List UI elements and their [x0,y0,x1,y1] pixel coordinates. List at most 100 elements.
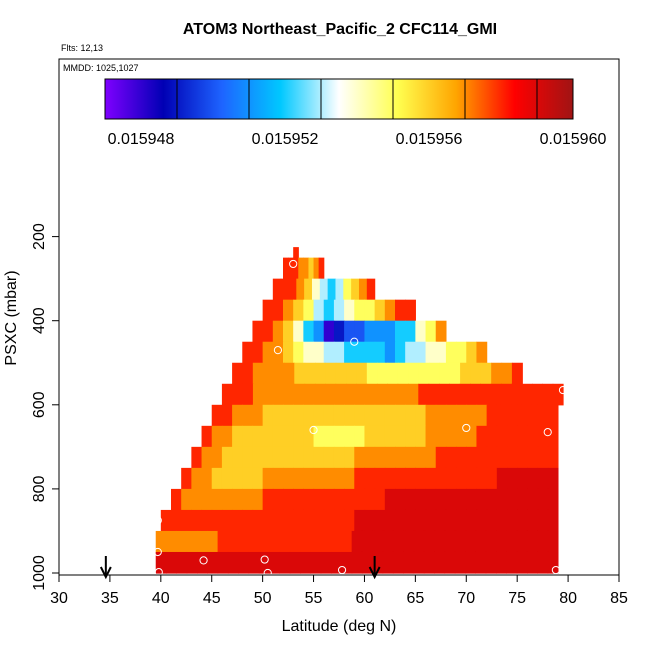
heatmap-cell [313,467,325,490]
heatmap-cell [341,551,353,574]
heatmap-cell [527,488,539,511]
heatmap-cell [364,299,376,322]
heatmap-cell [288,257,294,280]
heatmap-cell [186,551,198,574]
heatmap-cell [395,509,406,532]
heatmap-cell [444,551,456,574]
heatmap-cell [364,488,376,511]
heatmap-cell [333,509,345,532]
heatmap-cell [344,299,355,322]
heatmap-cell [333,320,345,343]
heatmap-cell [537,530,549,553]
heatmap-cell [361,530,373,553]
observation-point [263,568,272,578]
heatmap-cell [387,383,399,406]
heatmap-cell [476,404,488,427]
arrow-marker [99,556,112,580]
heatmap-cell [374,509,386,532]
x-tick-label: 50 [254,590,272,607]
heatmap-cell [289,530,301,553]
heatmap-cell [262,467,274,490]
heatmap-cell [176,530,188,553]
heatmap-cell [434,530,446,553]
heatmap-cell [374,320,386,343]
heatmap-cell [196,530,208,553]
heatmap-cell [364,509,376,532]
heatmap-cell [384,509,396,532]
heatmap-cell [476,488,488,511]
heatmap-cell [211,509,223,532]
heatmap-cell [527,404,539,427]
heatmap-cell [351,551,363,574]
heatmap-cell [344,425,355,448]
heatmap-cell [435,446,447,469]
heatmap-cell [311,278,321,301]
heatmap-cell [242,488,254,511]
heatmap-cell [310,551,322,574]
heatmap-cell [537,509,549,532]
heatmap-cell [415,425,427,448]
heatmap-cell [221,404,233,427]
heatmap-cell [262,488,274,511]
heatmap-cell [217,551,229,574]
y-tick-label: 200 [31,223,48,250]
heatmap-cell [466,467,478,490]
heatmap-cell [227,530,239,553]
observation-point [260,555,269,564]
heatmap-cell [232,509,243,532]
heatmap-cell [166,530,177,553]
heatmap-cell [415,446,427,469]
heatmap-cell [507,488,518,511]
heatmap-cell [366,383,378,406]
heatmap-cell [466,425,478,448]
heatmap-cell [507,467,518,490]
heatmap-cell [395,425,406,448]
heatmap-cell [476,446,488,469]
heatmap-cell [425,425,437,448]
heatmap-cell [445,404,457,427]
heatmap-cell [201,446,213,469]
heatmap-cell [413,551,425,574]
heatmap-cell [445,341,457,364]
heatmap-cell [456,446,467,469]
heatmap-cell [415,509,427,532]
heatmap-cell [232,446,243,469]
heatmap-cell [320,530,332,553]
heatmap-cell [456,425,467,448]
observation-point [309,425,318,435]
heatmap-cell [517,488,528,511]
heatmap-cell [384,341,396,364]
heatmap-cell [405,509,416,532]
heatmap-cell [166,551,177,574]
heatmap-cell [425,341,437,364]
heatmap-cell [293,257,299,280]
heatmap-cell [364,425,376,448]
heatmap-cell [415,404,427,427]
heatmap-cell [323,299,335,322]
observation-markers [153,259,568,578]
heatmap-cell [155,530,167,553]
heatmap-cell [434,551,446,574]
heatmap-cell [191,467,203,490]
x-tick-label: 70 [457,590,475,607]
observation-point [350,337,359,346]
heatmap-cell [318,257,325,280]
arrow-markers [99,556,381,580]
heatmap-cell [537,404,549,427]
heatmap-cell [475,530,487,553]
heatmap-cell [252,488,264,511]
heatmap-cell [496,488,508,511]
heatmap-cell [176,551,188,574]
heatmap-cell [294,383,306,406]
x-tick-label: 35 [101,590,119,607]
x-tick-label: 75 [508,590,526,607]
heatmap-cell [403,551,415,574]
heatmap-cell [283,509,294,532]
heatmap-cell [526,551,538,574]
heatmap-cell [516,551,528,574]
heatmap-cell [242,383,254,406]
heatmap-cell [429,362,440,385]
heatmap-cell [300,551,312,574]
heatmap-cell [364,467,376,490]
heatmap-cell [372,530,384,553]
